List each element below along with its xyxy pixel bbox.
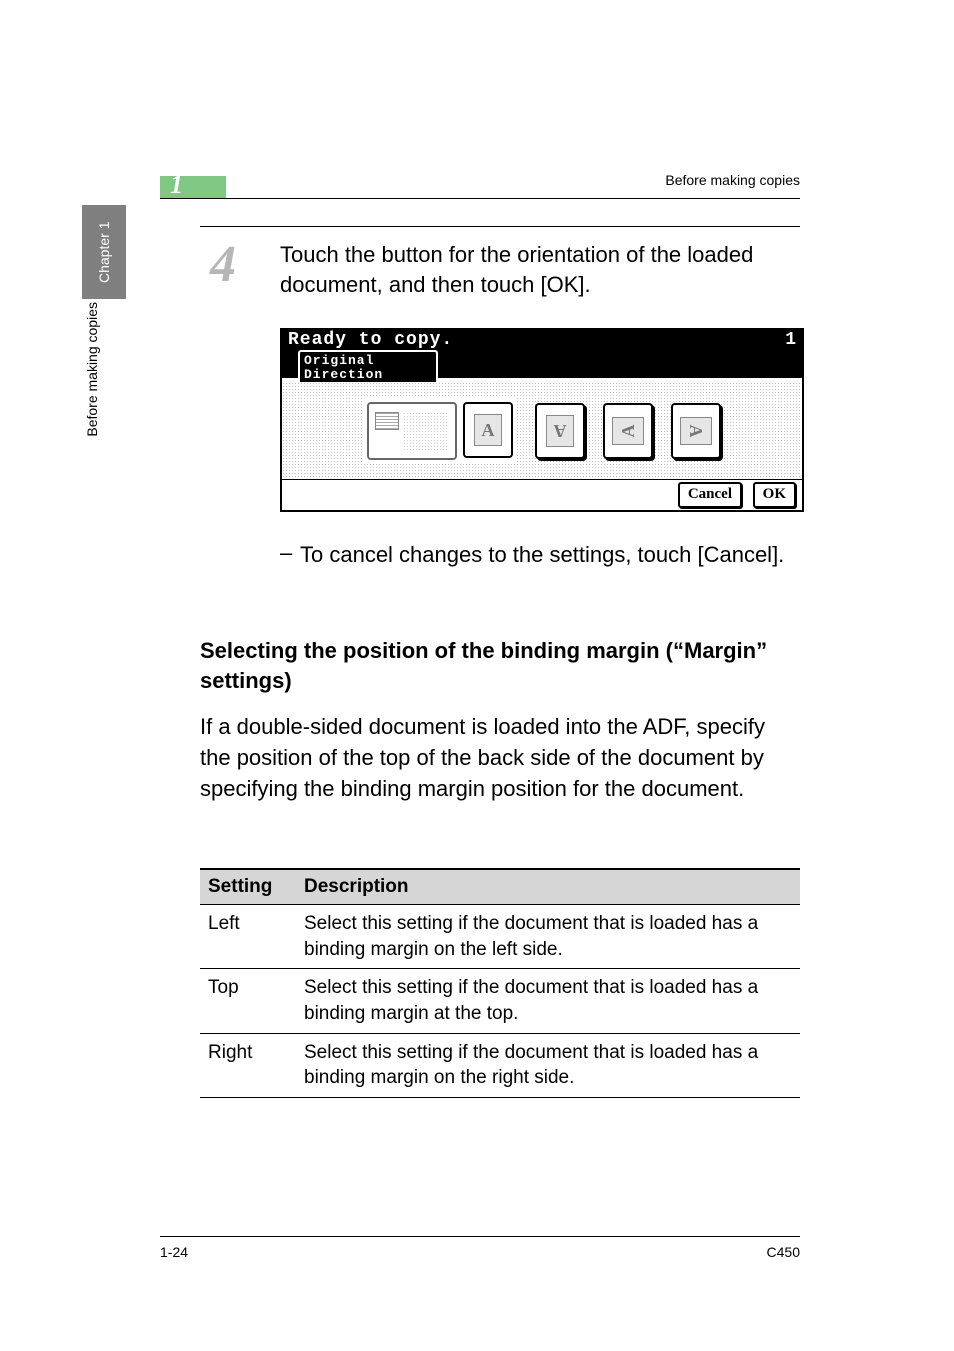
cell-setting: Top [200, 969, 296, 1033]
lcd-header: Ready to copy. 1 Original Direction [282, 330, 802, 378]
orientation-options-group: A A A [535, 403, 721, 459]
intro-paragraph: If a double-sided document is loaded int… [200, 712, 800, 804]
col-description: Description [296, 869, 800, 905]
running-head: Before making copies [500, 172, 800, 188]
lcd-body: A A A A [282, 382, 802, 480]
header-rule [160, 198, 800, 199]
subheading: Selecting the position of the binding ma… [200, 636, 800, 695]
cell-description: Select this setting if the document that… [296, 905, 800, 969]
margin-settings-table: Setting Description Left Select this set… [200, 868, 800, 1098]
orientation-letter-icon: A [474, 414, 502, 446]
col-setting: Setting [200, 869, 296, 905]
lcd-tab-original-direction[interactable]: Original Direction [298, 350, 438, 382]
orientation-selected-group: A [363, 398, 517, 464]
table-row: Right Select this setting if the documen… [200, 1033, 800, 1097]
lcd-copy-count: 1 [785, 330, 796, 350]
table-row: Left Select this setting if the document… [200, 905, 800, 969]
chapter-tab-label: Chapter 1 [96, 221, 112, 282]
orientation-option-3[interactable]: A [603, 403, 653, 459]
orientation-letter-icon: A [612, 417, 644, 445]
bullet-dash: – [280, 540, 292, 566]
ok-button[interactable]: OK [753, 482, 796, 508]
cell-setting: Left [200, 905, 296, 969]
chapter-tab: Chapter 1 [82, 205, 126, 299]
page: 1 Before making copies Chapter 1 Before … [0, 0, 954, 1351]
original-preview-icon [367, 402, 457, 460]
lcd-panel: Ready to copy. 1 Original Direction A A … [280, 328, 804, 512]
footer-page-number: 1-24 [160, 1244, 188, 1260]
lcd-tab-line1: Original [304, 354, 432, 368]
footer-model: C450 [767, 1244, 800, 1260]
orientation-option-4[interactable]: A [671, 403, 721, 459]
cell-description: Select this setting if the document that… [296, 1033, 800, 1097]
header-step-number: 1 [170, 170, 183, 200]
cell-setting: Right [200, 1033, 296, 1097]
orientation-letter-icon: A [680, 417, 712, 445]
lcd-footer: Cancel OK [282, 479, 802, 510]
bullet-text: To cancel changes to the settings, touch… [300, 540, 800, 570]
lcd-status: Ready to copy. [288, 330, 453, 350]
step-text: Touch the button for the orientation of … [280, 240, 800, 299]
cancel-button[interactable]: Cancel [678, 482, 742, 508]
orientation-option-2[interactable]: A [535, 403, 585, 459]
lcd-tab-line2: Direction [304, 368, 432, 382]
step-rule [200, 226, 800, 227]
footer-rule [160, 1236, 800, 1237]
orientation-option-1[interactable]: A [463, 402, 513, 458]
table-row: Top Select this setting if the document … [200, 969, 800, 1033]
table-header-row: Setting Description [200, 869, 800, 905]
side-section-label: Before making copies [84, 302, 124, 437]
step-number: 4 [210, 235, 236, 294]
orientation-letter-icon: A [546, 415, 574, 447]
cell-description: Select this setting if the document that… [296, 969, 800, 1033]
